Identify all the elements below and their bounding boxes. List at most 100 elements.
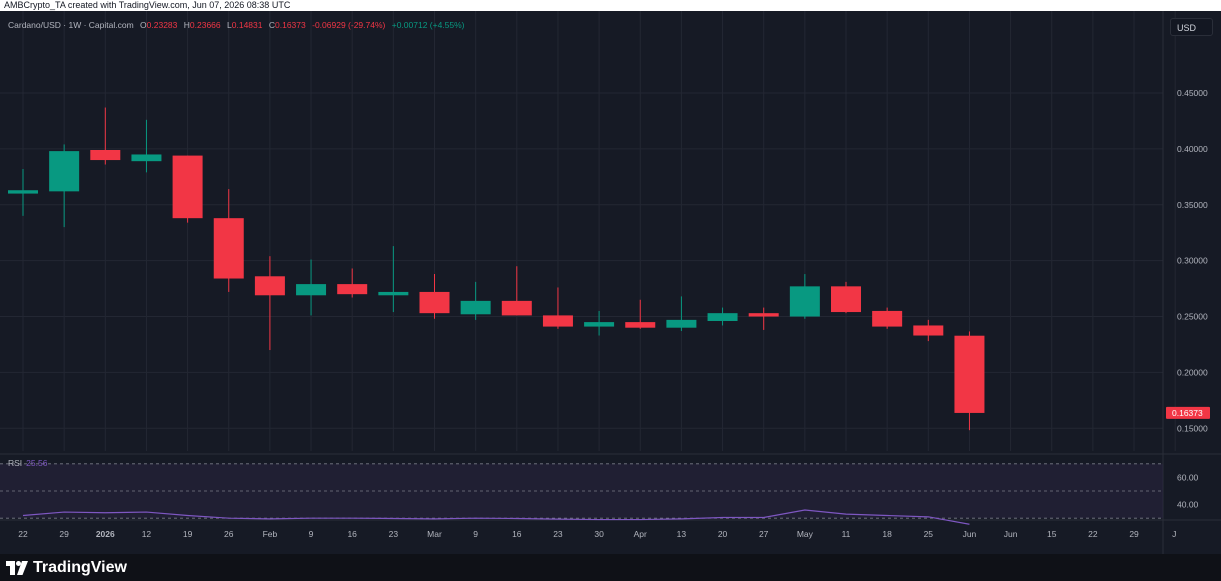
open-label: O [140, 20, 147, 30]
candle-body [666, 319, 697, 328]
time-tick-label: 18 [882, 529, 892, 539]
candle[interactable] [460, 281, 491, 320]
last-price-badge [1166, 406, 1210, 419]
footer-bar: TradingView [0, 554, 1221, 581]
low-label: L [227, 20, 232, 30]
candle[interactable] [789, 274, 820, 319]
low-value: 0.14831 [231, 20, 263, 30]
price-tick-label: 0.35000 [1177, 200, 1208, 210]
attribution-bar: AMBCrypto_TA created with TradingView.co… [0, 0, 1221, 11]
candle[interactable] [419, 274, 450, 319]
tradingview-logo-icon [6, 561, 28, 575]
time-tick-label: J [1172, 529, 1176, 539]
time-tick-label: 23 [553, 529, 563, 539]
candle-body [542, 315, 573, 327]
chart-canvas[interactable]: 0.45000 0.40000 0.35000 0.30000 0.25000 0.200… [0, 11, 1221, 554]
candle-body [337, 284, 368, 295]
currency-button[interactable]: USD [1170, 18, 1213, 36]
candle[interactable] [584, 310, 615, 336]
candle-body [913, 325, 944, 336]
price-tick-label: 0.20000 [1177, 367, 1208, 377]
chart-panel[interactable]: Cardano/USD · 1W · Capital.com O0.23283 … [0, 11, 1221, 554]
candle-body [90, 149, 121, 161]
open-value: 0.23283 [146, 20, 178, 30]
price-tick-label: 0.25000 [1177, 312, 1208, 322]
candle-body [789, 286, 820, 317]
candle[interactable] [131, 119, 162, 173]
price-tick-label: 0.40000 [1177, 144, 1208, 154]
time-tick-label: Apr [634, 529, 647, 539]
attribution-text: AMBCrypto_TA created with TradingView.co… [4, 0, 291, 10]
time-tick-label: 23 [389, 529, 399, 539]
time-tick-label: 16 [512, 529, 522, 539]
time-tick-label: Jun [963, 529, 977, 539]
candle[interactable] [378, 246, 409, 313]
candle-body [8, 190, 38, 194]
close-label: C [268, 20, 275, 30]
rsi-legend: RSI 25.56 [8, 458, 47, 468]
candle[interactable] [49, 144, 80, 228]
time-tick-label: May [797, 529, 814, 539]
candle[interactable] [172, 155, 203, 223]
price-tick-label: 0.45000 [1177, 88, 1208, 98]
time-tick-label: 20 [718, 529, 728, 539]
candle[interactable] [707, 307, 738, 326]
time-tick-label: 22 [18, 529, 28, 539]
candle-body [584, 322, 615, 327]
close-value: 0.16373 [275, 20, 306, 30]
time-tick-label: 22 [1088, 529, 1098, 539]
time-tick-label: 16 [347, 529, 357, 539]
high-value: 0.23666 [189, 20, 221, 30]
candle-body [378, 291, 409, 296]
time-tick-label: 13 [677, 529, 687, 539]
time-tick-label: 27 [759, 529, 769, 539]
candle-body [131, 154, 162, 162]
candle-body [707, 313, 738, 321]
time-tick-label: 15 [1047, 529, 1057, 539]
time-tick-label: 29 [59, 529, 69, 539]
candle-body [625, 322, 656, 328]
extra-change-value: +0.00712 (+4.55%) [391, 20, 465, 30]
symbol-title[interactable]: Cardano/USD · 1W · Capital.com [8, 20, 134, 30]
time-tick-label: 26 [224, 529, 234, 539]
time-tick-label: Mar [427, 529, 442, 539]
candle[interactable] [748, 307, 779, 330]
candle[interactable] [337, 268, 368, 298]
candle-body [954, 335, 985, 413]
time-tick-label: 19 [183, 529, 193, 539]
candle-body [872, 310, 903, 327]
candle[interactable] [954, 331, 985, 431]
candle[interactable] [90, 107, 121, 165]
candle[interactable] [666, 296, 697, 332]
rsi-label: RSI [8, 458, 23, 468]
time-tick-label: 12 [142, 529, 152, 539]
time-tick-label: 30 [594, 529, 604, 539]
candle[interactable] [254, 256, 285, 351]
tradingview-logo[interactable]: TradingView [6, 559, 127, 577]
candle[interactable] [8, 168, 38, 216]
tradingview-brand: TradingView [33, 559, 127, 576]
candle-body [748, 313, 779, 317]
ohlc-legend: Cardano/USD · 1W · Capital.com O0.23283 … [8, 20, 465, 30]
candle-body [49, 151, 80, 192]
candle-body [172, 155, 203, 219]
time-tick-label: Jun [1004, 529, 1018, 539]
price-tick-label: 0.30000 [1177, 256, 1208, 266]
candle[interactable] [296, 259, 327, 316]
candle[interactable] [542, 287, 573, 329]
candle[interactable] [872, 307, 903, 329]
time-tick-label: 25 [924, 529, 934, 539]
candle[interactable] [501, 266, 532, 316]
candle[interactable] [831, 281, 861, 314]
change-value: -0.06929 (-29.74%) [312, 20, 386, 30]
time-tick-label: 11 [842, 529, 851, 539]
candle[interactable] [625, 299, 656, 329]
rsi-tick-label: 60.00 [1177, 472, 1199, 482]
candle[interactable] [913, 319, 944, 342]
candle-body [419, 291, 450, 314]
candle-body [831, 286, 861, 313]
candle[interactable] [213, 189, 244, 292]
time-tick-label: 29 [1129, 529, 1139, 539]
rsi-value: 25.56 [26, 458, 48, 468]
time-tick-label: 9 [309, 529, 314, 539]
